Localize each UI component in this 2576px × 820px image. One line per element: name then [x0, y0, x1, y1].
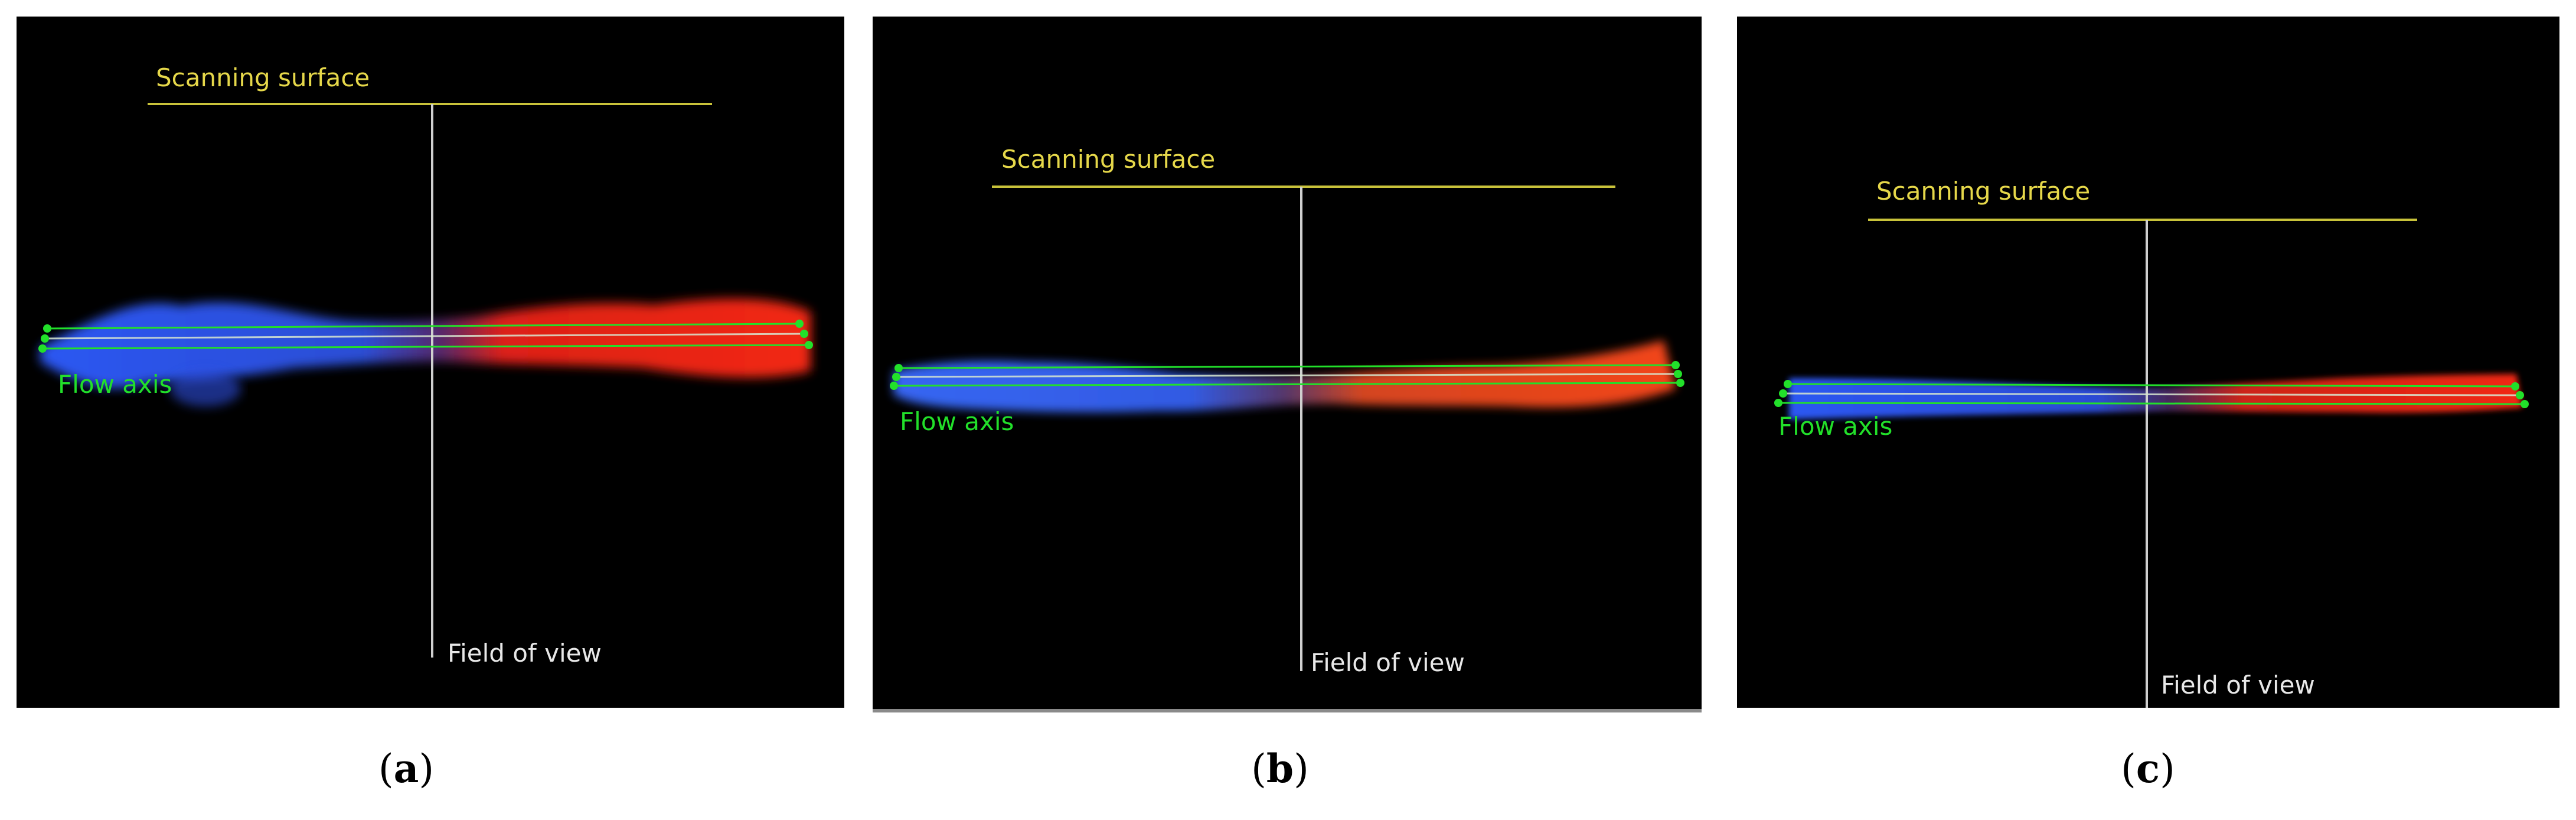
flow-axis [38, 320, 813, 353]
field-of-view-label: Field of view [2161, 671, 2315, 699]
caption-open: ( [1251, 746, 1266, 792]
field-of-view-label: Field of view [1311, 648, 1465, 677]
flow-axis-label: Flow axis [900, 407, 1014, 436]
scanning-surface-label: Scanning surface [1876, 177, 2090, 206]
scanning-surface-label: Scanning surface [1001, 145, 1215, 174]
caption-close: ) [419, 746, 435, 792]
panel-b-image: Scanning surface Field of view Flow axis [890, 145, 1684, 677]
flow-axis [1774, 380, 2529, 408]
caption-open: ( [378, 746, 394, 792]
flow-volume [40, 298, 811, 406]
caption-b: (b) [1221, 746, 1339, 792]
panel-a-image: Scanning surface Field of view Flow axis [38, 63, 813, 668]
flow-axis [890, 361, 1684, 390]
field-of-view-label: Field of view [448, 639, 602, 668]
caption-letter: a [393, 746, 419, 792]
caption-letter: c [2136, 746, 2160, 792]
panel-a: Scanning surface Field of view Flow axis [17, 17, 844, 708]
scanning-surface-label: Scanning surface [156, 63, 370, 92]
caption-close: ) [2160, 746, 2175, 792]
caption-a: (a) [347, 746, 465, 792]
caption-c: (c) [2089, 746, 2207, 792]
flow-axis-label: Flow axis [1778, 412, 1892, 441]
flow-volume [1789, 374, 2522, 419]
flow-axis-label: Flow axis [58, 370, 172, 399]
flow-volume [893, 340, 1676, 413]
caption-open: ( [2121, 746, 2136, 792]
panel-b: Scanning surface Field of view Flow axis [873, 17, 1702, 712]
caption-close: ) [1294, 746, 1309, 792]
panel-c: Scanning surface Field of view Flow axis [1737, 17, 2559, 708]
caption-letter: b [1266, 746, 1294, 792]
panel-c-image: Scanning surface Field of view Flow axis [1774, 177, 2529, 708]
